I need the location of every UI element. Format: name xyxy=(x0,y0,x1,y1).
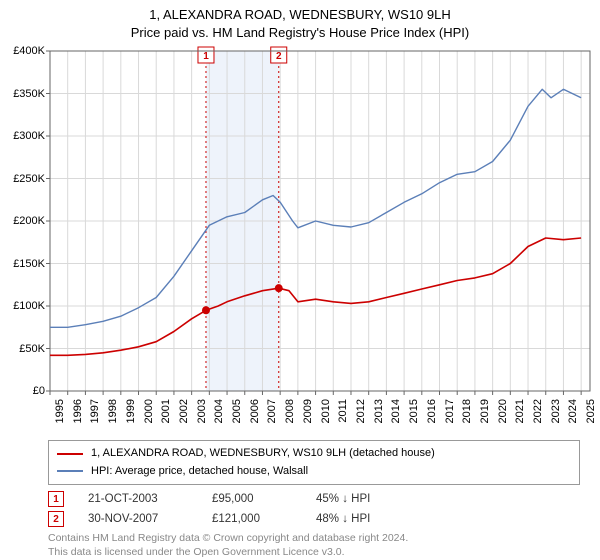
legend-item: HPI: Average price, detached house, Wals… xyxy=(57,463,571,481)
title-line-2: Price paid vs. HM Land Registry's House … xyxy=(0,24,600,42)
y-tick-label: £350K xyxy=(13,88,45,100)
x-tick-label: 2012 xyxy=(355,399,367,423)
x-tick-label: 2014 xyxy=(390,399,402,423)
legend-label: HPI: Average price, detached house, Wals… xyxy=(91,463,308,481)
footer-line-1: Contains HM Land Registry data © Crown c… xyxy=(48,531,580,545)
x-tick-label: 2022 xyxy=(532,399,544,423)
x-tick-label: 2025 xyxy=(585,399,597,423)
x-tick-label: 2018 xyxy=(461,399,473,423)
x-tick-label: 2021 xyxy=(514,399,526,423)
x-tick-label: 2009 xyxy=(302,399,314,423)
chart-area: 12 £0£50K£100K£150K£200K£250K£300K£350K£… xyxy=(0,41,600,436)
x-tick-label: 2023 xyxy=(550,399,562,423)
legend: 1, ALEXANDRA ROAD, WEDNESBURY, WS10 9LH … xyxy=(48,440,580,485)
chart-svg: 12 xyxy=(0,41,600,436)
y-tick-label: £100K xyxy=(13,300,45,312)
title-line-1: 1, ALEXANDRA ROAD, WEDNESBURY, WS10 9LH xyxy=(0,6,600,24)
y-tick-label: £400K xyxy=(13,45,45,57)
x-tick-label: 2004 xyxy=(213,399,225,423)
x-tick-label: 2020 xyxy=(497,399,509,423)
svg-text:1: 1 xyxy=(203,51,209,62)
y-tick-label: £250K xyxy=(13,173,45,185)
x-tick-label: 2001 xyxy=(160,399,172,423)
x-tick-label: 2003 xyxy=(196,399,208,423)
x-tick-label: 2006 xyxy=(249,399,261,423)
y-tick-label: £150K xyxy=(13,258,45,270)
legend-label: 1, ALEXANDRA ROAD, WEDNESBURY, WS10 9LH … xyxy=(91,445,435,463)
y-tick-label: £50K xyxy=(19,343,45,355)
x-tick-label: 2011 xyxy=(337,399,349,423)
x-tick-label: 1996 xyxy=(72,399,84,423)
sale-price: £121,000 xyxy=(212,513,292,525)
sales-table: 1 21-OCT-2003 £95,000 45% ↓ HPI 2 30-NOV-2007… xyxy=(48,491,580,527)
x-tick-label: 1997 xyxy=(89,399,101,423)
x-tick-label: 2016 xyxy=(426,399,438,423)
legend-item: 1, ALEXANDRA ROAD, WEDNESBURY, WS10 9LH … xyxy=(57,445,571,463)
x-tick-label: 1998 xyxy=(107,399,119,423)
y-tick-label: £200K xyxy=(13,215,45,227)
x-tick-label: 2024 xyxy=(567,399,579,423)
x-tick-label: 2007 xyxy=(266,399,278,423)
sale-price: £95,000 xyxy=(212,493,292,505)
sale-row: 1 21-OCT-2003 £95,000 45% ↓ HPI xyxy=(48,491,580,507)
x-tick-label: 2019 xyxy=(479,399,491,423)
svg-text:2: 2 xyxy=(276,51,282,62)
sale-marker-box: 2 xyxy=(48,511,64,527)
chart-container: 1, ALEXANDRA ROAD, WEDNESBURY, WS10 9LH … xyxy=(0,0,600,560)
x-tick-label: 2008 xyxy=(284,399,296,423)
footer-attribution: Contains HM Land Registry data © Crown c… xyxy=(48,531,580,559)
x-tick-label: 1995 xyxy=(54,399,66,423)
x-tick-label: 2017 xyxy=(444,399,456,423)
y-tick-label: £0 xyxy=(33,385,45,397)
legend-swatch xyxy=(57,453,83,455)
x-tick-label: 2000 xyxy=(143,399,155,423)
x-tick-label: 2002 xyxy=(178,399,190,423)
sale-pct: 45% ↓ HPI xyxy=(316,493,406,505)
chart-title: 1, ALEXANDRA ROAD, WEDNESBURY, WS10 9LH … xyxy=(0,0,600,41)
legend-swatch xyxy=(57,470,83,472)
x-tick-label: 2005 xyxy=(231,399,243,423)
y-tick-label: £300K xyxy=(13,130,45,142)
sale-row: 2 30-NOV-2007 £121,000 48% ↓ HPI xyxy=(48,511,580,527)
x-tick-label: 2015 xyxy=(408,399,420,423)
footer-line-2: This data is licensed under the Open Gov… xyxy=(48,545,580,559)
sale-date: 30-NOV-2007 xyxy=(88,513,188,525)
sale-date: 21-OCT-2003 xyxy=(88,493,188,505)
sale-pct: 48% ↓ HPI xyxy=(316,513,406,525)
sale-marker-box: 1 xyxy=(48,491,64,507)
x-tick-label: 2010 xyxy=(320,399,332,423)
x-tick-label: 1999 xyxy=(125,399,137,423)
x-tick-label: 2013 xyxy=(373,399,385,423)
